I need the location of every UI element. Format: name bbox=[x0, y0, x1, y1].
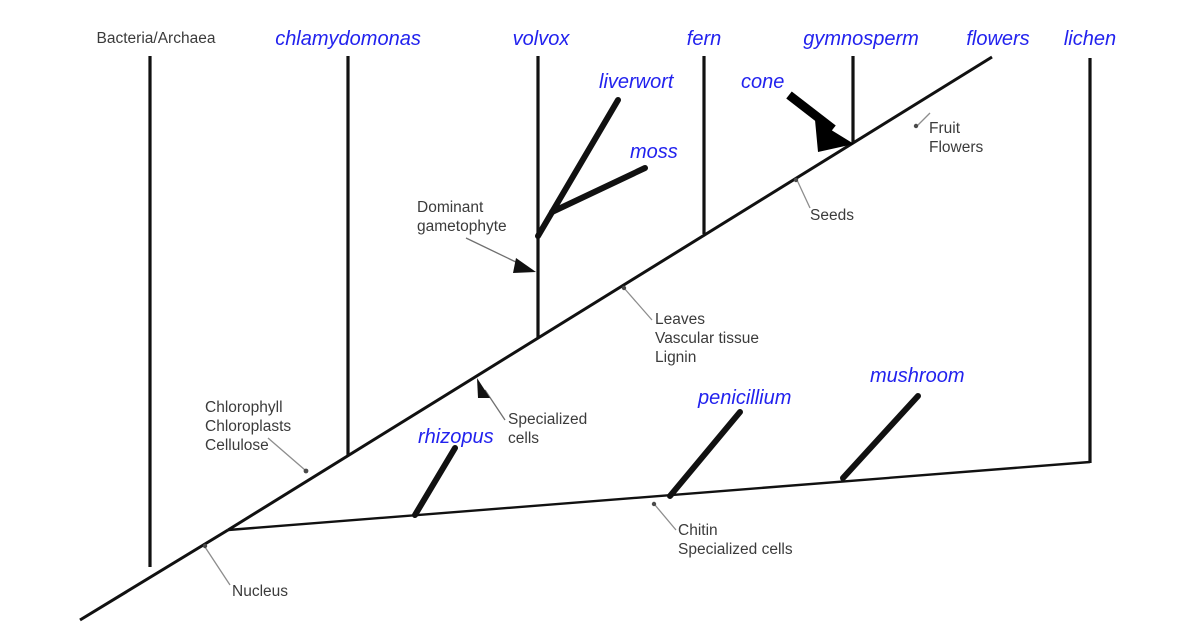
annotation-specialized-cells: Specialized cells bbox=[508, 411, 588, 447]
annotation-dominant-gametophyte: Dominant gametophyte bbox=[417, 199, 507, 235]
leader-leaves-vascular-lignin bbox=[621, 285, 653, 321]
label-mushroom: mushroom bbox=[870, 365, 965, 387]
label-liverwort: liverwort bbox=[599, 71, 674, 93]
cone-arrow bbox=[786, 91, 854, 152]
label-cone: cone bbox=[741, 71, 785, 93]
annotation-seeds: Seeds bbox=[810, 207, 854, 224]
label-fern: fern bbox=[686, 28, 722, 50]
annotation-fruit-flowers: Fruit Flowers bbox=[929, 120, 984, 156]
annotation-nucleus: Nucleus bbox=[232, 583, 288, 600]
specialized-cells-arrow bbox=[477, 378, 506, 421]
label-flowers: flowers bbox=[966, 28, 1030, 50]
branch-liverwort bbox=[535, 97, 621, 239]
label-bacteria-archaea: Bacteria/Archaea bbox=[96, 30, 216, 47]
annotation-leaves-vascular-lignin: Leaves Vascular tissue Lignin bbox=[655, 311, 759, 366]
label-chlamydomonas: chlamydomonas bbox=[275, 28, 421, 50]
dominant-gametophyte-arrow bbox=[465, 237, 536, 273]
label-moss: moss bbox=[630, 141, 678, 163]
plant-spine-lower bbox=[79, 528, 229, 622]
label-rhizopus: rhizopus bbox=[418, 426, 494, 448]
branch-mushroom bbox=[840, 393, 921, 481]
plant-spine-main bbox=[227, 55, 993, 532]
branch-rhizopus bbox=[412, 445, 458, 518]
fungi-spine bbox=[227, 460, 1091, 532]
leader-seeds bbox=[793, 177, 811, 209]
annotation-chlorophyll-chloroplasts-cellulose: Chlorophyll Chloroplasts Cellulose bbox=[205, 399, 292, 454]
branch-moss bbox=[549, 165, 648, 215]
leader-nucleus bbox=[202, 543, 231, 586]
label-gymnosperm: gymnosperm bbox=[803, 28, 919, 50]
leader-fruit-flowers bbox=[913, 112, 931, 129]
leader-chitin bbox=[651, 501, 677, 531]
label-penicillium: penicillium bbox=[698, 387, 792, 409]
leader-chlorophyll bbox=[267, 437, 309, 474]
label-lichen: lichen bbox=[1063, 28, 1117, 50]
label-volvox: volvox bbox=[512, 28, 570, 50]
branch-penicillium bbox=[667, 409, 743, 499]
annotation-chitin-specialized-cells: Chitin Specialized cells bbox=[678, 522, 793, 558]
